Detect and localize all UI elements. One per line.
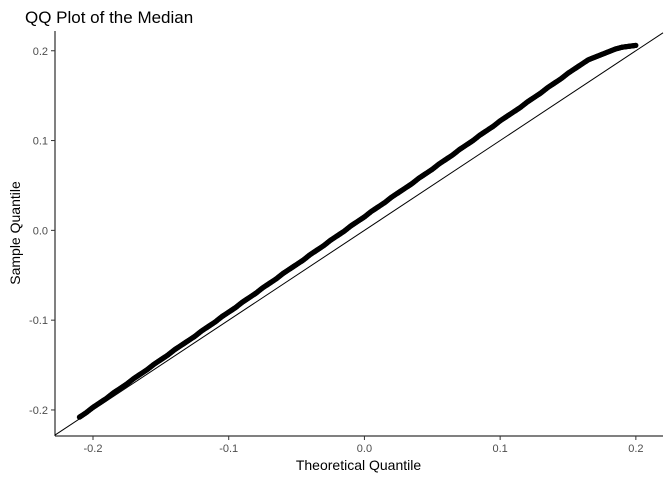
x-tick-label: -0.1	[219, 443, 238, 455]
x-tick-label: -0.2	[84, 443, 103, 455]
x-tick-label: 0.2	[628, 443, 643, 455]
y-tick-label: 0.2	[33, 46, 48, 58]
data-point	[633, 42, 639, 48]
y-tick-label: -0.1	[29, 315, 48, 327]
x-tick-label: 0.1	[492, 443, 507, 455]
reference-line	[54, 32, 664, 436]
y-tick-label: -0.2	[29, 405, 48, 417]
x-tick-label: 0.0	[357, 443, 372, 455]
y-axis-title: Sample Quantile	[7, 181, 23, 285]
y-tick-label: 0.0	[33, 225, 48, 237]
plot-area: -0.2 -0.1 0.0 0.1 0.2 -0.2 -0.1 0.0 0.1 0.2	[29, 31, 664, 455]
chart-title: QQ Plot of the Median	[25, 8, 193, 27]
x-axis-title: Theoretical Quantile	[296, 457, 422, 473]
y-tick-label: 0.1	[33, 136, 48, 148]
